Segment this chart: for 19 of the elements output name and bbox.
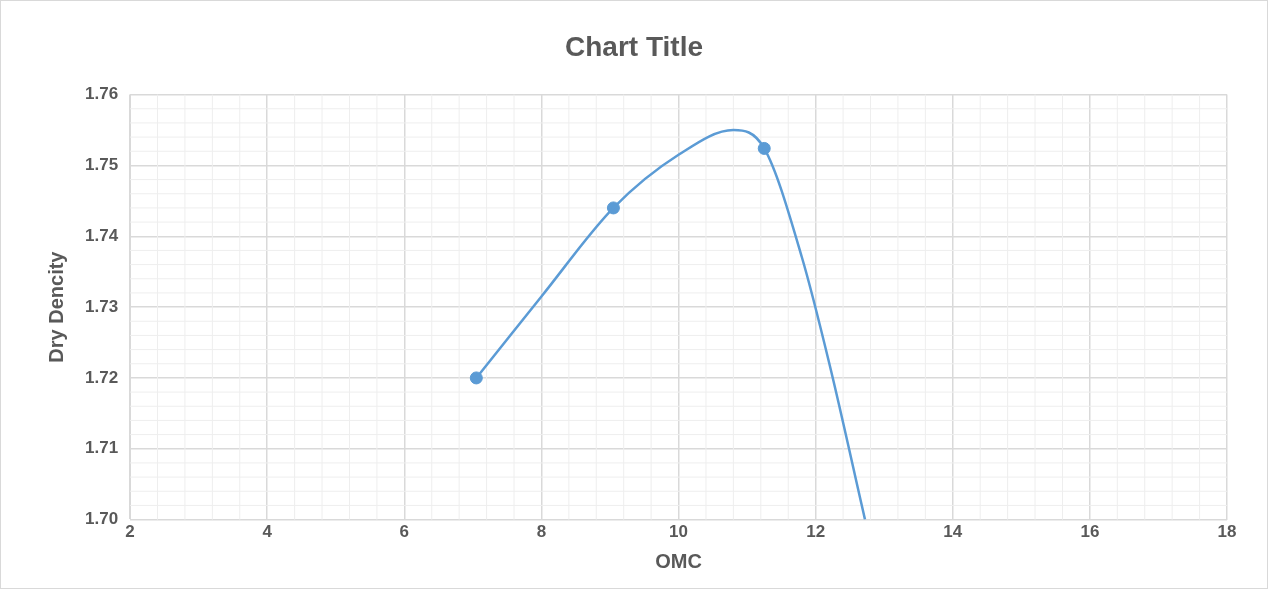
- x-tick-label: 18: [1217, 522, 1237, 542]
- y-tick-label: 1.72: [84, 367, 119, 387]
- y-tick-label: 1.74: [84, 225, 119, 245]
- x-tick-label: 10: [669, 522, 688, 542]
- x-axis-title: OMC: [655, 549, 702, 572]
- y-tick-label: 1.76: [84, 84, 119, 104]
- x-tick-label: 4: [262, 522, 273, 542]
- x-tick-label: 6: [399, 522, 410, 542]
- y-tick-label: 1.75: [84, 155, 119, 175]
- x-tick-label: 2: [125, 522, 135, 542]
- x-tick-label: 16: [1080, 522, 1100, 542]
- x-tick-label: 8: [536, 522, 547, 542]
- x-tick-label: 14: [943, 522, 963, 542]
- y-tick-label: 1.71: [84, 438, 119, 458]
- y-tick-label: 1.70: [84, 509, 119, 529]
- x-tick-label: 12: [806, 522, 826, 542]
- y-tick-label: 1.73: [84, 296, 119, 316]
- y-axis-title: Dry Dencity: [44, 250, 67, 363]
- chart-title: Chart Title: [565, 30, 703, 62]
